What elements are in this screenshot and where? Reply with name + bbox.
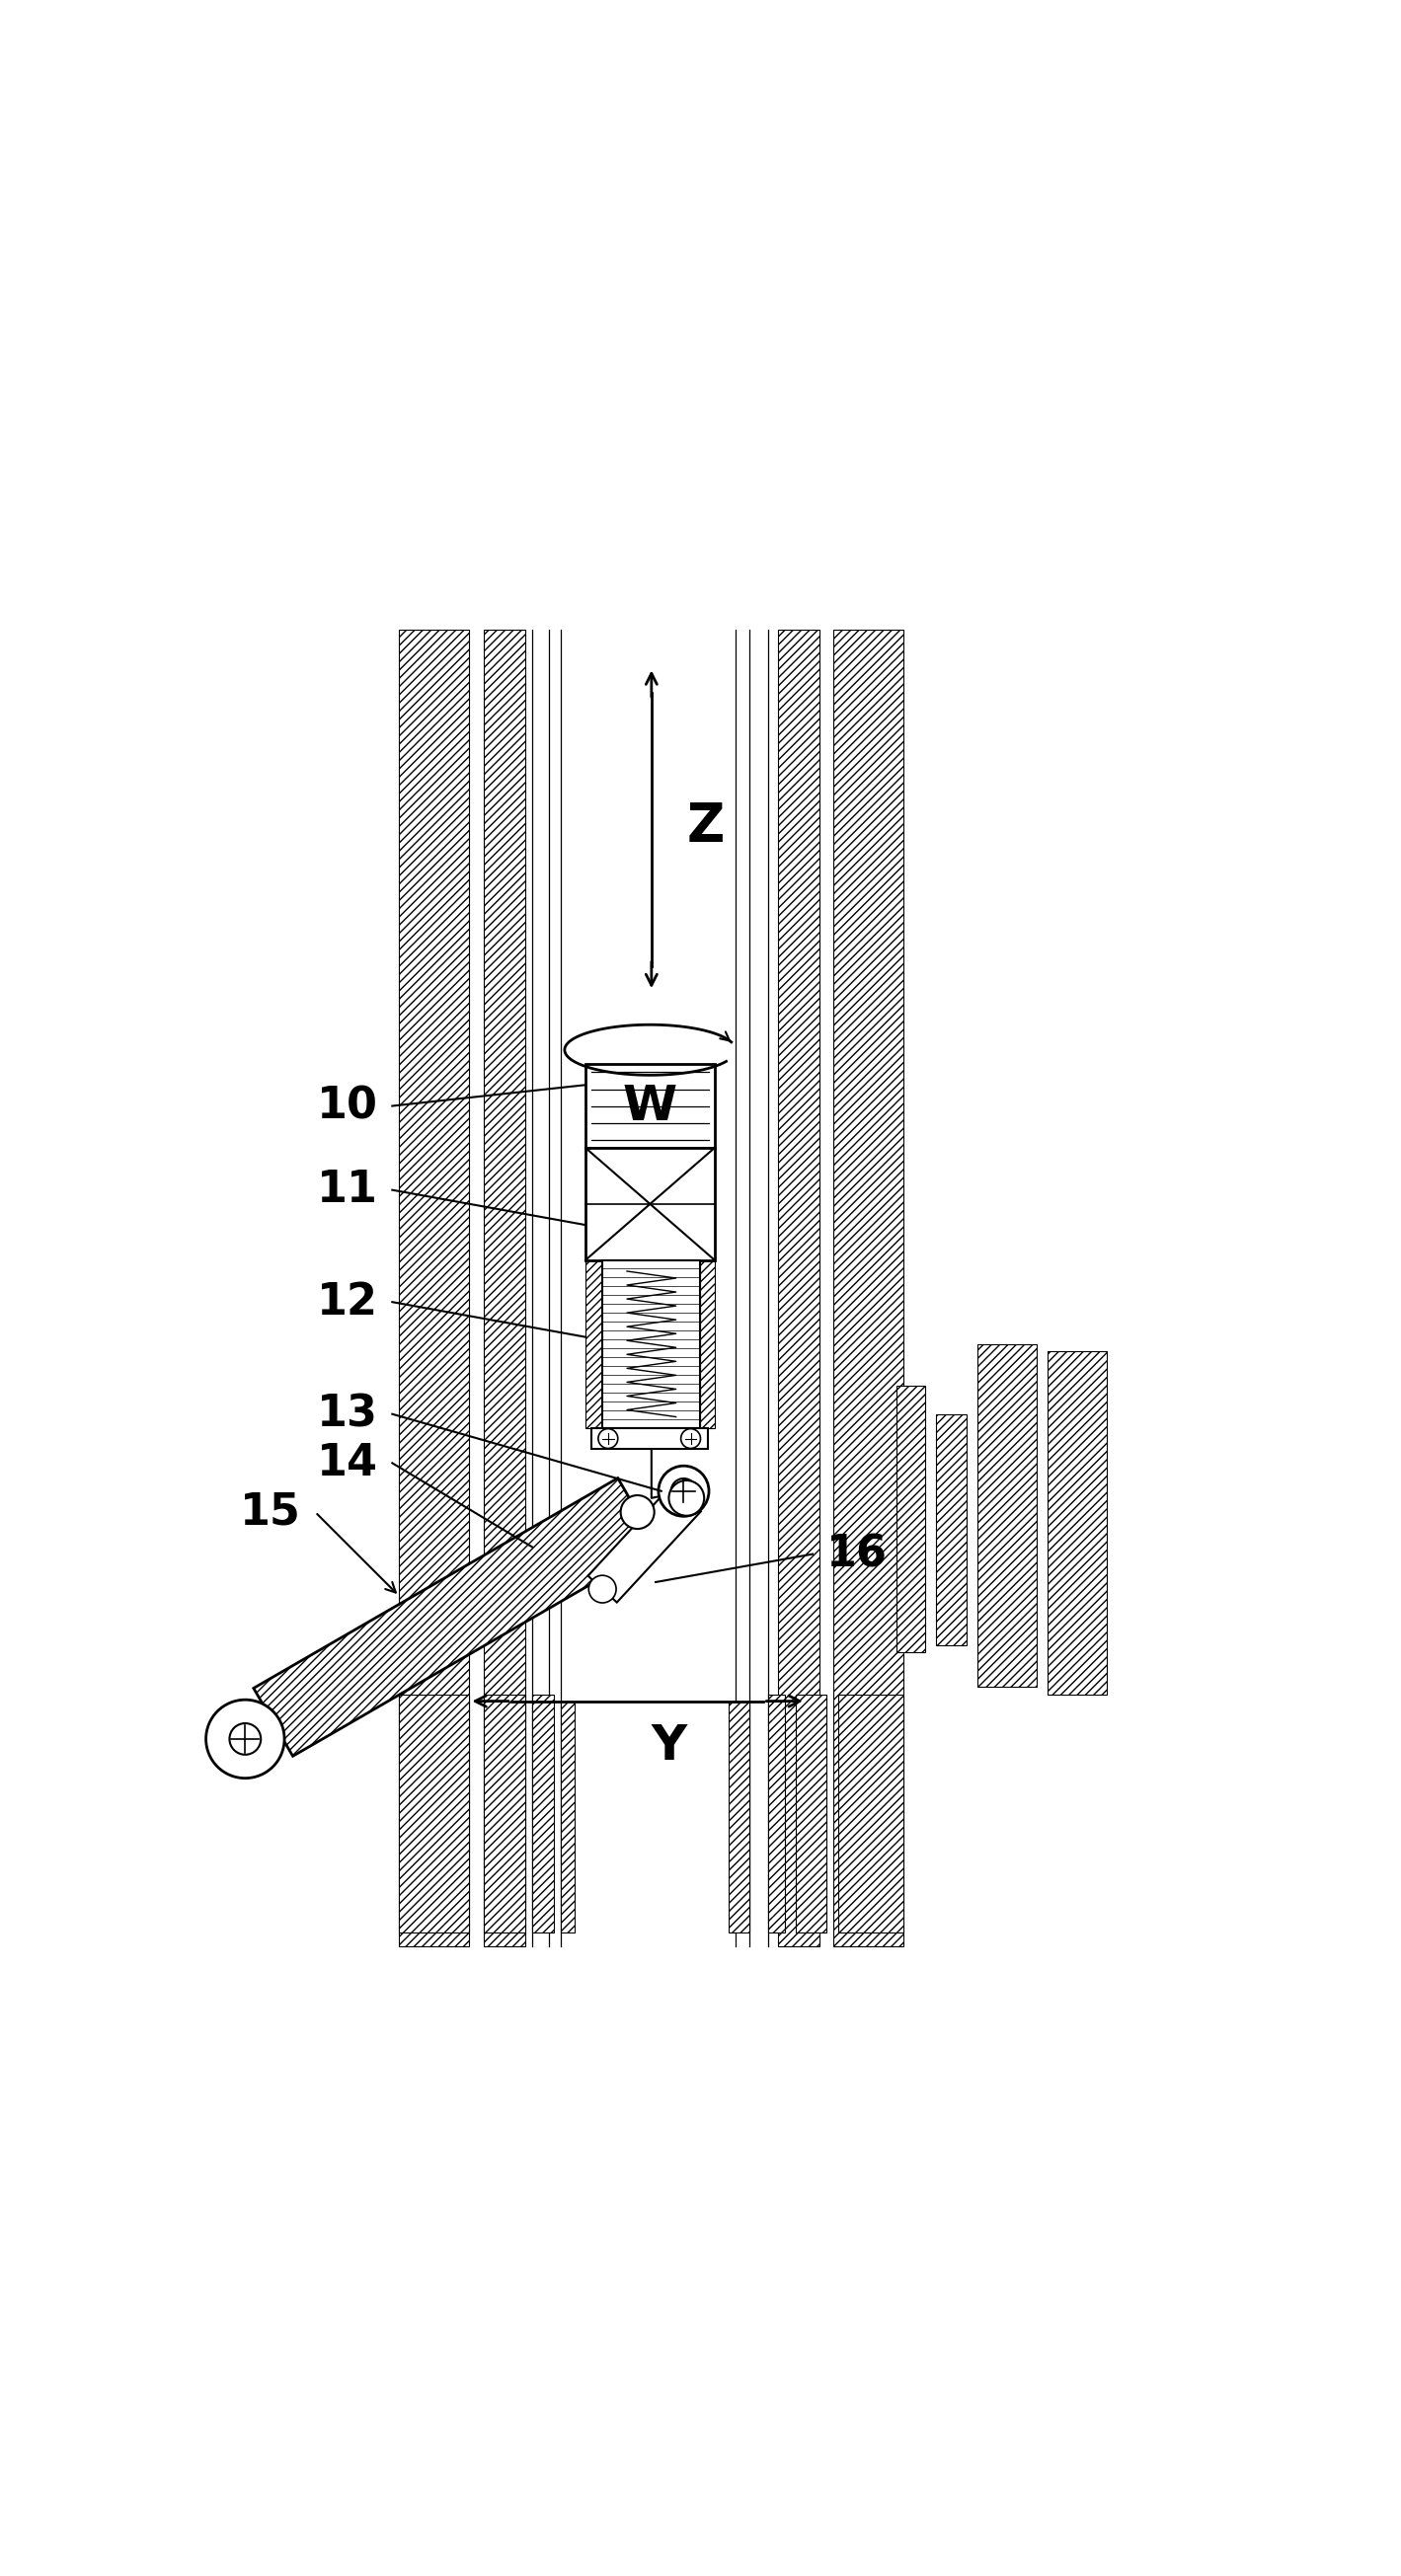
Bar bbox=[1048, 1350, 1107, 1695]
Bar bbox=[778, 629, 820, 1947]
Circle shape bbox=[206, 1700, 284, 1777]
Bar bbox=[483, 1695, 525, 1932]
Bar bbox=[729, 1700, 750, 1932]
Circle shape bbox=[668, 1481, 705, 1515]
Bar bbox=[560, 1700, 574, 1932]
Bar bbox=[796, 1695, 827, 1932]
Bar bbox=[399, 629, 469, 1947]
Text: Z: Z bbox=[686, 801, 724, 853]
Text: Y: Y bbox=[651, 1723, 686, 1770]
Text: 12: 12 bbox=[317, 1280, 378, 1324]
Text: 11: 11 bbox=[317, 1170, 378, 1211]
Circle shape bbox=[671, 1479, 696, 1504]
Text: 10: 10 bbox=[317, 1084, 378, 1128]
Bar bbox=[591, 1427, 708, 1450]
Bar bbox=[700, 1260, 715, 1427]
Circle shape bbox=[681, 1430, 700, 1448]
Bar bbox=[978, 1345, 1037, 1687]
Circle shape bbox=[598, 1430, 618, 1448]
Circle shape bbox=[588, 1577, 616, 1602]
Bar bbox=[583, 1051, 717, 1618]
Bar bbox=[834, 629, 904, 1947]
Text: W: W bbox=[623, 1082, 677, 1131]
Bar bbox=[586, 1064, 715, 1149]
Bar bbox=[483, 629, 525, 1947]
Bar bbox=[586, 1149, 715, 1260]
Circle shape bbox=[621, 1494, 654, 1530]
Polygon shape bbox=[254, 1479, 657, 1757]
Polygon shape bbox=[588, 1484, 700, 1602]
Text: 15: 15 bbox=[240, 1492, 301, 1533]
Bar bbox=[532, 1695, 553, 1932]
Circle shape bbox=[658, 1466, 709, 1517]
Bar bbox=[399, 1695, 469, 1932]
Circle shape bbox=[230, 1723, 261, 1754]
Bar bbox=[936, 1414, 967, 1646]
Bar bbox=[768, 1695, 785, 1932]
Text: 13: 13 bbox=[317, 1394, 378, 1435]
Text: 14: 14 bbox=[317, 1443, 378, 1484]
Bar bbox=[602, 1260, 700, 1427]
Bar bbox=[586, 1260, 602, 1427]
Text: 16: 16 bbox=[827, 1533, 888, 1577]
Bar bbox=[897, 1386, 925, 1651]
Bar bbox=[838, 1695, 904, 1932]
